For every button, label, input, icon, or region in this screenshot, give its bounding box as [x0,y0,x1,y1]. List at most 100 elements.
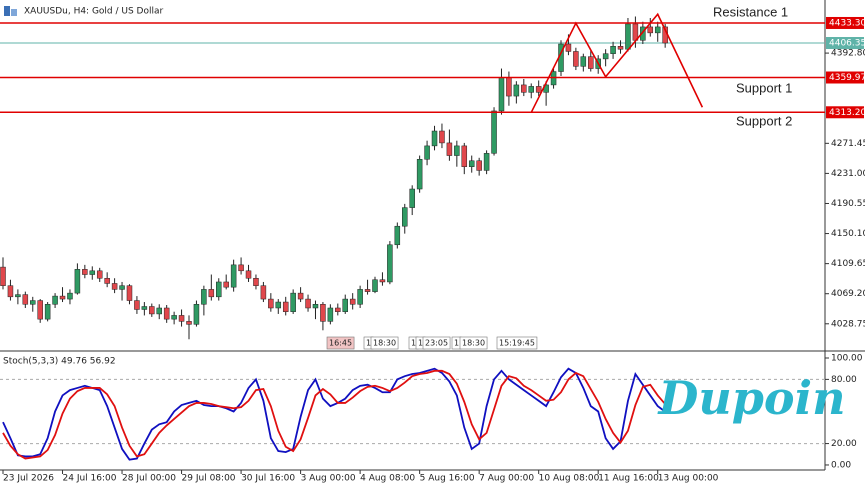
candle-body [565,43,572,52]
candle-body [37,300,43,320]
level-price-box [826,71,864,84]
y-tick-label: 4028.75 [831,319,865,329]
y-tick-label: 20.00 [831,439,857,449]
candle-body [268,298,274,309]
candle-body [610,46,616,54]
candle-body [193,304,200,325]
y-tick-label: 0.00 [831,460,851,470]
candle-body [640,26,646,41]
candle-body [387,244,393,283]
logo: Dupoin [656,371,845,425]
candle-body [141,306,148,310]
candle-body [119,285,125,290]
time-marker-box [422,336,451,350]
time-marker: 18:30 [373,339,396,348]
x-tick-label: 5 Aug 16:00 [420,474,475,484]
x-tick-label: 13 Aug 00:00 [658,474,719,484]
time-marker: 1 [366,339,371,348]
candle-body [335,307,341,312]
candle-body [30,300,36,305]
candle-body [320,304,326,322]
level-price-box [826,16,864,29]
candle-body [454,145,460,156]
candle-body [327,307,334,322]
candle-body [171,315,177,320]
time-marker: 1 [454,339,459,348]
candle-body [44,304,51,320]
candle-body [535,86,542,93]
level-name: Resistance 1 [713,4,788,19]
candle-body [483,153,490,171]
candle-body [134,300,140,310]
current-price-label: 4406.35 [829,39,865,49]
y-tick-label: 4109.65 [831,259,865,269]
candle-body [364,289,371,292]
y-tick-label: 4190.55 [831,199,865,209]
candle-body [476,160,482,171]
candle-body [208,289,215,298]
time-marker-box [459,336,488,350]
time-marker: 1 [418,339,423,348]
time-marker-box [326,336,355,350]
x-tick-label: 23 Jul 2026 [3,474,54,484]
x-tick-label: 24 Jul 16:00 [63,474,117,484]
candle-body [96,270,103,279]
candle-body [468,160,475,167]
candle-body [498,77,505,112]
candle-body [253,277,259,286]
candle-body [163,307,170,320]
candle-body [394,225,401,246]
candle-body [416,159,423,190]
candle-body [409,188,415,208]
candle-body [528,86,534,93]
candle-body [617,46,624,50]
pattern-line [530,12,704,113]
candle-body [0,266,6,286]
candle-body [439,130,445,144]
candle-body [67,292,73,300]
candle-body [275,301,282,309]
candle-body [372,279,378,292]
time-marker: 23:05 [425,339,448,348]
level-name: Support 1 [736,80,792,95]
candle-body [491,110,497,154]
y-tick-label: 4271.45 [831,139,865,149]
x-tick-label: 30 Jul 16:00 [241,474,295,484]
time-marker: 16:45 [329,339,352,348]
time-marker-box [370,336,399,350]
y-tick-label: 80.00 [831,375,857,385]
level-price-label: 4359.97 [829,73,865,83]
x-tick-label: 11 Aug 16:00 [598,474,659,484]
time-marker-box [496,336,538,350]
candle-body [245,270,252,279]
level-price-label: 4433.30 [829,18,865,28]
candle-body [424,145,430,160]
candle-body [446,142,453,156]
level-name: Support 2 [736,113,792,128]
candle-body [379,279,386,283]
candle-body [22,294,29,305]
candle-body [59,295,66,300]
candle-body [349,298,356,305]
x-tick-label: 7 Aug 00:00 [479,474,534,484]
indicator-label: Stoch(5,3,3) 49.76 56.92 [3,357,116,367]
candle-body [402,207,408,227]
candle-body [654,26,661,34]
candle-body [290,292,296,312]
candle-body [7,285,14,298]
current-price-box [826,37,864,50]
x-tick-label: 4 Aug 08:00 [360,474,415,484]
candle-body [74,269,81,294]
candle-body [149,306,155,315]
stoch-line [2,367,666,461]
candle-body [513,84,520,97]
candle-body [82,269,88,275]
candle-body [104,277,110,284]
candle-body [506,77,512,97]
candle-body [461,145,468,167]
chart-title: XAUUSDu, H4: Gold / US Dollar [24,7,164,17]
x-tick-label: 29 Jul 08:00 [182,474,236,484]
x-tick-label: 3 Aug 00:00 [301,474,356,484]
